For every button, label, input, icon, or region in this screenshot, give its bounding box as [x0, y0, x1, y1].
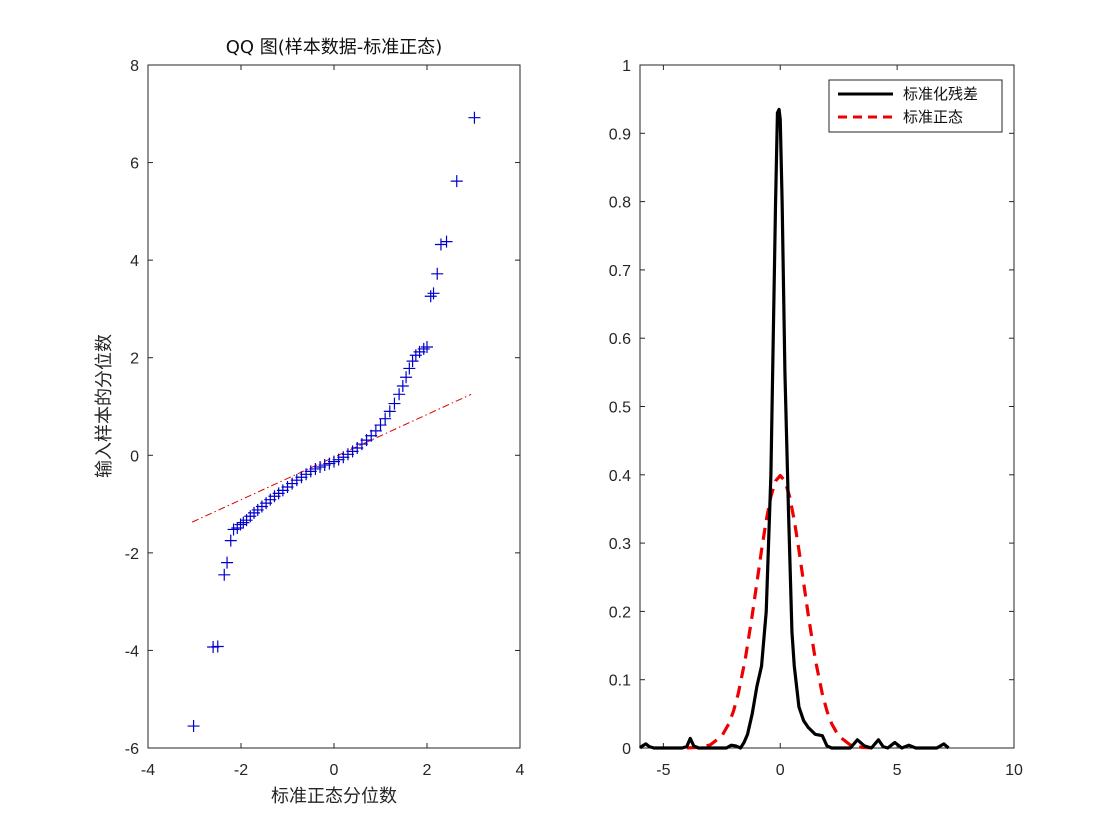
qq-x-tick-label: -2 [234, 762, 248, 779]
qq-point [332, 453, 345, 466]
qq-x-tick-label: 4 [516, 762, 525, 779]
qq-point [393, 388, 406, 401]
qq-point [309, 462, 322, 475]
density-y-tick-label: 0.4 [609, 468, 631, 485]
qq-point [383, 405, 396, 418]
qq-y-tick-label: -6 [125, 741, 139, 758]
qq-plot-title: QQ 图(样本数据-标准正态) [226, 37, 443, 58]
qq-point [304, 465, 317, 478]
density-y-tick-label: 0.6 [609, 331, 631, 348]
density-y-tick-label: 0.2 [609, 604, 631, 621]
qq-point [323, 457, 336, 470]
density-x-tick-label: 10 [1005, 762, 1023, 779]
qq-point [300, 468, 313, 481]
qq-x-tick-label: 2 [423, 762, 432, 779]
qq-point [450, 175, 463, 188]
qq-point [406, 355, 419, 368]
qq-point [187, 720, 200, 733]
qq-y-tick-label: 4 [130, 253, 139, 270]
qq-x-tick-label: -4 [141, 762, 155, 779]
qq-point [318, 459, 331, 472]
qq-point [440, 235, 453, 248]
qq-point [417, 342, 430, 355]
qq-point [328, 455, 340, 468]
qq-point [224, 534, 237, 547]
legend-box [828, 79, 1003, 133]
qq-point [400, 371, 413, 384]
qq-point [424, 290, 437, 303]
qq-point [314, 460, 327, 473]
density-x-tick-label: 0 [776, 762, 785, 779]
density-x-tick-label: -5 [656, 762, 670, 779]
density-y-tick-label: 0.5 [609, 400, 631, 417]
qq-point [290, 474, 303, 487]
qq-point [396, 380, 409, 393]
density-y-tick-label: 0 [622, 741, 631, 758]
qq-point [295, 471, 308, 484]
qq-point [234, 518, 247, 531]
density-y-tick-label: 0.3 [609, 536, 631, 553]
qq-sample-points [187, 111, 481, 733]
density-y-tick-label: 0.1 [609, 673, 631, 690]
qq-point [369, 424, 382, 437]
density-y-tick-label: 1 [622, 58, 631, 75]
density-plot-lines [638, 107, 950, 750]
qq-point [427, 287, 440, 300]
qq-point [341, 448, 354, 461]
qq-point [218, 568, 231, 581]
density-x-tick-label: 5 [893, 762, 902, 779]
qq-y-tick-label: 6 [130, 156, 139, 173]
qq-plot-axes-box [147, 64, 521, 749]
qq-point [421, 340, 433, 353]
qq-point [221, 556, 234, 569]
density-y-tick-label: 0.8 [609, 195, 631, 212]
qq-y-tick-label: 0 [130, 448, 139, 465]
qq-y-tick-label: 8 [130, 58, 139, 75]
qq-point [468, 111, 481, 124]
qq-point [431, 267, 444, 280]
qq-y-tick-label: -2 [125, 546, 139, 563]
legend: 标准化残差 标准正态 [828, 79, 1003, 133]
qq-point [374, 419, 387, 432]
qq-y-tick-label: 2 [130, 351, 139, 368]
legend-label-normal: 标准正态 [903, 108, 963, 126]
density-plot-panel: -5 0 5 10 0 0.1 0.2 0.3 0.4 0.5 0.6 0.7 0.8 0.9 1 标准化残… [609, 58, 1023, 779]
qq-point [337, 451, 350, 464]
density-line-normal [686, 473, 874, 750]
legend-label-residuals: 标准化残差 [903, 85, 978, 103]
density-y-tick-label: 0.9 [609, 126, 631, 143]
qq-x-axis-label: 标准正态分位数 [271, 786, 397, 807]
density-y-tick-label: 0.7 [609, 263, 631, 280]
qq-point [403, 362, 416, 375]
qq-point [365, 429, 378, 442]
qq-point [211, 640, 224, 653]
qq-x-tick-label: 0 [330, 762, 339, 779]
qq-point [434, 238, 447, 251]
qq-point [388, 397, 401, 410]
qq-y-tick-label: -4 [125, 643, 139, 660]
density-plot-ticks: -5 0 5 10 0 0.1 0.2 0.3 0.4 0.5 0.6 0.7 0.8 0.9 1 [609, 58, 1023, 779]
qq-point [237, 516, 250, 529]
density-plot-axes-box [639, 64, 1015, 749]
density-line-residuals [638, 107, 950, 750]
qq-point [379, 412, 392, 425]
qq-y-axis-label: 输入样本的分位数 [94, 334, 115, 478]
